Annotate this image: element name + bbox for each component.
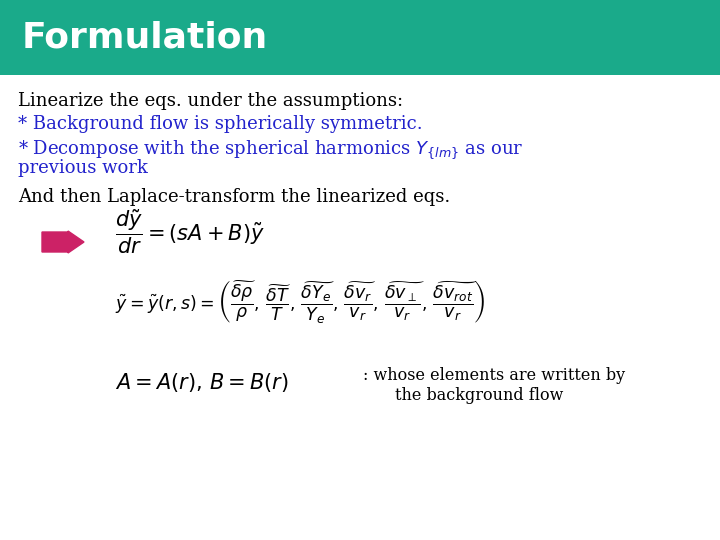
- Text: * Decompose with the spherical harmonics $Y_{\{lm\}}$ as our: * Decompose with the spherical harmonics…: [18, 138, 523, 161]
- FancyArrow shape: [42, 231, 84, 253]
- Text: $A = A(r),\, B = B(r)$: $A = A(r),\, B = B(r)$: [115, 370, 289, 394]
- Text: Linearize the eqs. under the assumptions:: Linearize the eqs. under the assumptions…: [18, 92, 403, 110]
- Text: $\dfrac{d\tilde{y}}{dr} = (sA + B)\tilde{y}$: $\dfrac{d\tilde{y}}{dr} = (sA + B)\tilde…: [115, 208, 265, 256]
- Text: the background flow: the background flow: [395, 387, 563, 403]
- Text: And then Laplace-transform the linearized eqs.: And then Laplace-transform the linearize…: [18, 188, 450, 206]
- Text: : whose elements are written by: : whose elements are written by: [363, 367, 625, 383]
- FancyBboxPatch shape: [0, 0, 720, 75]
- Text: $\tilde{y} = \tilde{y}(r,s) = \left(\dfrac{\widetilde{\delta\rho}}{\rho},\, \dfr: $\tilde{y} = \tilde{y}(r,s) = \left(\dfr…: [115, 279, 485, 326]
- Text: previous work: previous work: [18, 159, 148, 177]
- Text: * Background flow is spherically symmetric.: * Background flow is spherically symmetr…: [18, 115, 423, 133]
- Text: Formulation: Formulation: [22, 21, 269, 55]
